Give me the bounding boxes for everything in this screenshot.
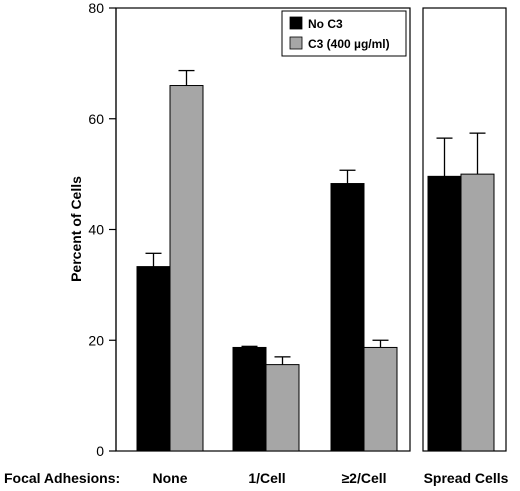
legend: No C3 C3 (400 µg/ml) bbox=[281, 10, 407, 57]
category-label: ≥2/Cell bbox=[341, 470, 386, 486]
y-tick-label: 80 bbox=[88, 0, 104, 16]
bar-no-c3-1 bbox=[232, 346, 267, 452]
bar-no-c3-3 bbox=[427, 175, 462, 452]
legend-label-c3: C3 (400 µg/ml) bbox=[308, 37, 390, 51]
legend-swatch-no-c3 bbox=[289, 16, 303, 30]
y-tick-label: 20 bbox=[88, 332, 104, 348]
bar-no-c3-2 bbox=[330, 183, 365, 452]
bar-no-c3-0 bbox=[136, 266, 171, 452]
category-label: Spread Cells bbox=[424, 470, 509, 486]
category-label: None bbox=[153, 470, 188, 486]
bar-c3-1 bbox=[265, 364, 300, 452]
y-tick-label: 40 bbox=[88, 222, 104, 238]
bar-c3-0 bbox=[169, 85, 204, 452]
bar-c3-2 bbox=[363, 346, 398, 452]
legend-frame bbox=[281, 10, 407, 57]
y-axis: 0 20 40 60 80 bbox=[88, 0, 117, 459]
y-axis-title: Percent of Cells bbox=[68, 176, 84, 282]
legend-swatch-c3 bbox=[289, 36, 303, 50]
x-axis-prefix: Focal Adhesions: bbox=[4, 470, 120, 486]
bar-c3-3 bbox=[460, 173, 495, 452]
legend-label-no-c3: No C3 bbox=[308, 17, 343, 31]
bars bbox=[136, 69, 495, 452]
category-label: 1/Cell bbox=[248, 470, 285, 486]
y-tick-label: 60 bbox=[88, 111, 104, 127]
y-tick-label: 0 bbox=[96, 443, 104, 459]
